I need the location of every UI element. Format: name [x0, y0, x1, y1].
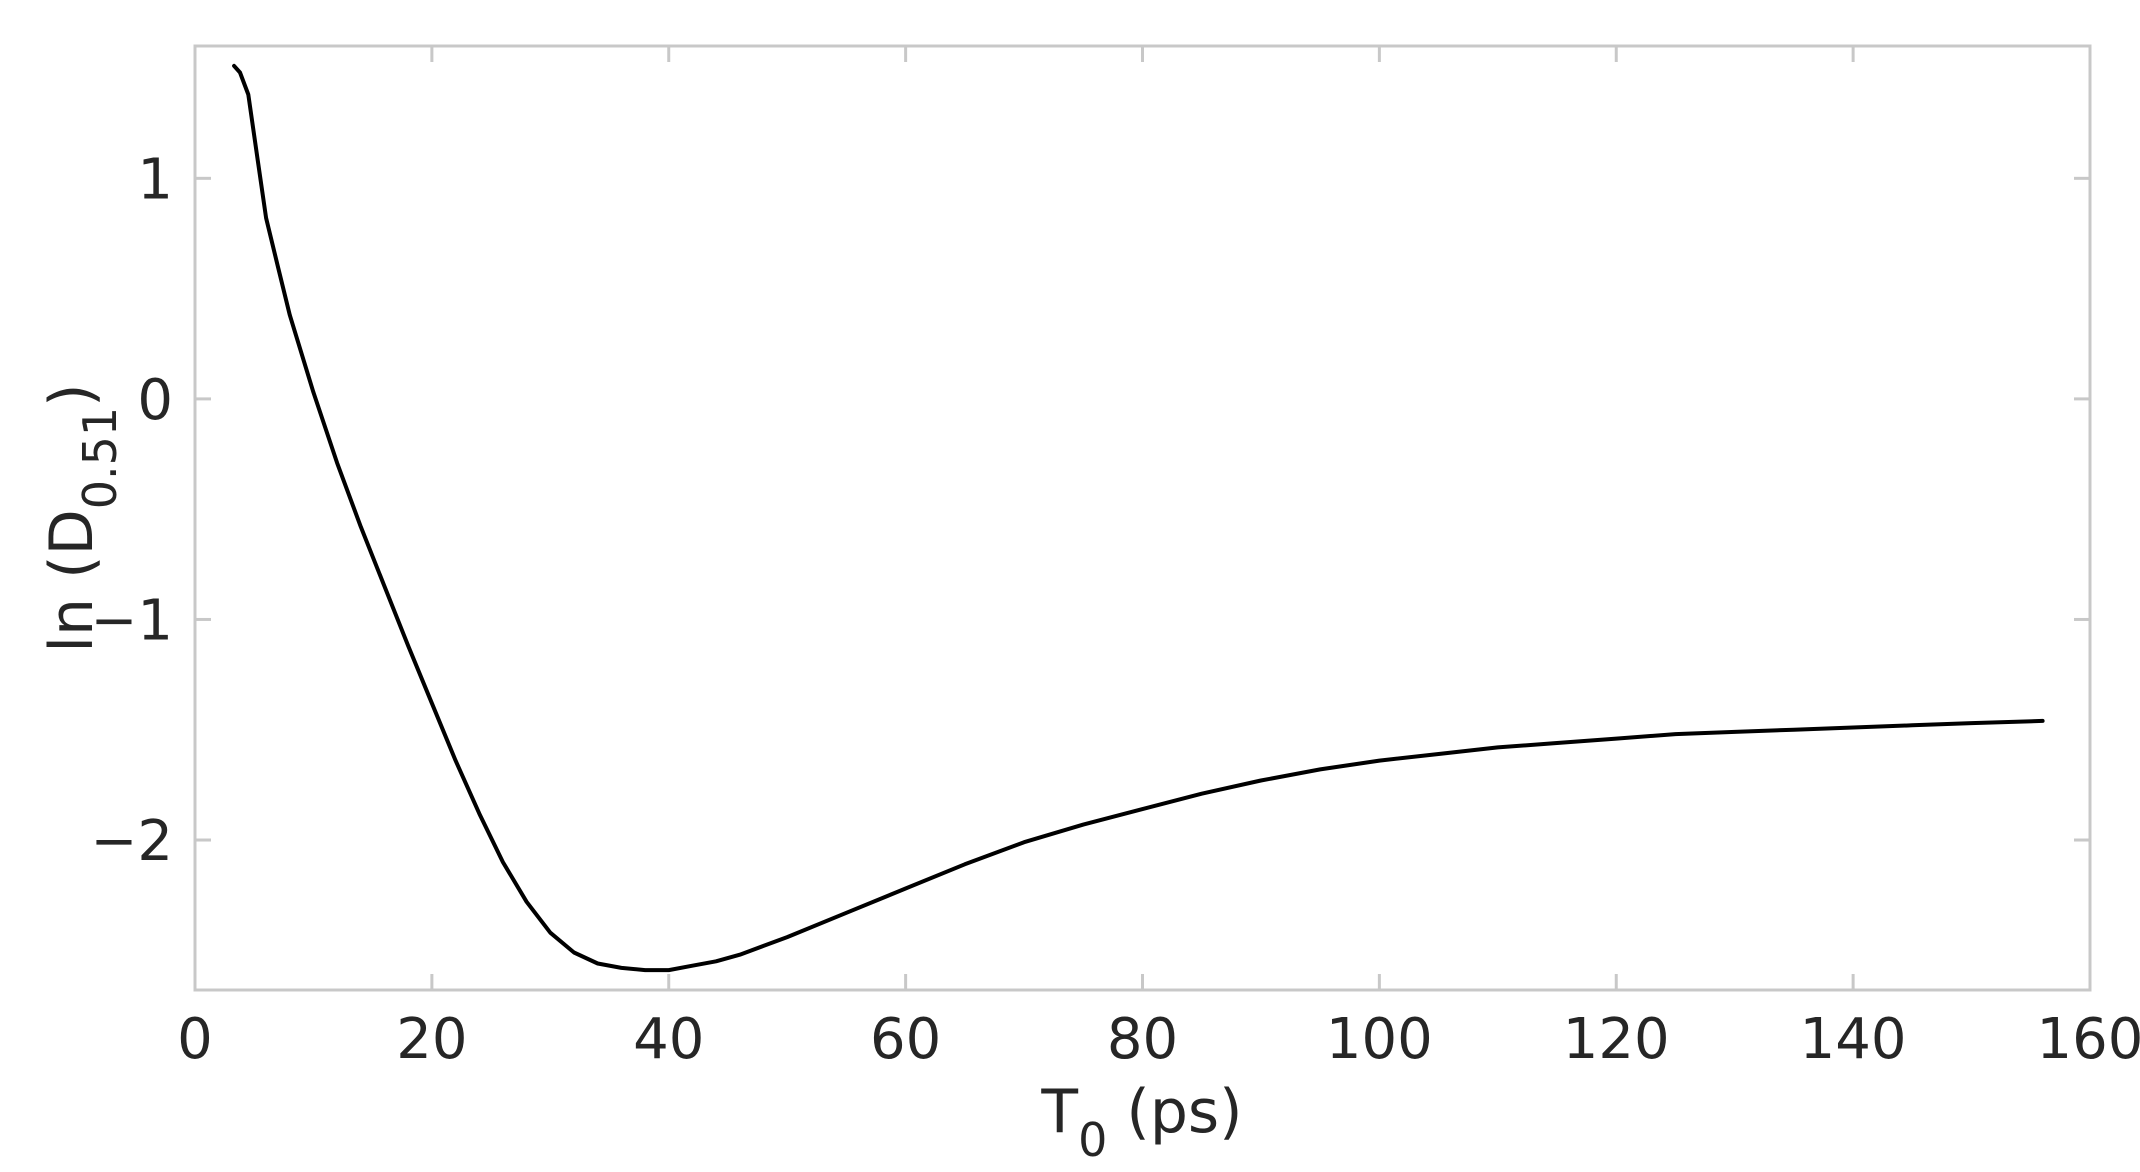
x-tick-label: 20	[396, 1007, 467, 1072]
x-tick-label: 40	[633, 1007, 704, 1072]
y-tick-label: −1	[90, 588, 173, 653]
series-line	[232, 63, 2045, 973]
x-axis-title: T0 (ps)	[1040, 1077, 1242, 1167]
y-axis-title-prefix: ln (D	[37, 509, 107, 652]
x-axis-title-base: T	[1040, 1077, 1078, 1147]
y-tick-label: 0	[137, 368, 173, 433]
x-tick-label: 140	[1800, 1007, 1907, 1072]
x-axis-ticks: 0 20 40 60 80 100 120 140 160	[177, 46, 2140, 1072]
x-tick-label: 0	[177, 1007, 213, 1072]
y-tick-label: 1	[137, 147, 173, 212]
y-axis-title: ln (D0.51)	[37, 383, 127, 652]
x-tick-label: 120	[1563, 1007, 1670, 1072]
y-axis-ticks: 1 0 −1 −2	[90, 147, 2090, 874]
x-axis-title-suffix: (ps)	[1107, 1077, 1242, 1147]
y-tick-label: −2	[90, 809, 173, 874]
plot-frame	[193, 44, 2092, 992]
y-axis-title-suffix: )	[37, 383, 107, 406]
x-tick-label: 60	[870, 1007, 941, 1072]
x-axis-title-subscript: 0	[1078, 1113, 1107, 1167]
y-axis-title-subscript: 0.51	[73, 407, 127, 509]
x-tick-label: 80	[1107, 1007, 1178, 1072]
x-tick-label: 160	[2037, 1007, 2140, 1072]
x-tick-label: 100	[1326, 1007, 1433, 1072]
